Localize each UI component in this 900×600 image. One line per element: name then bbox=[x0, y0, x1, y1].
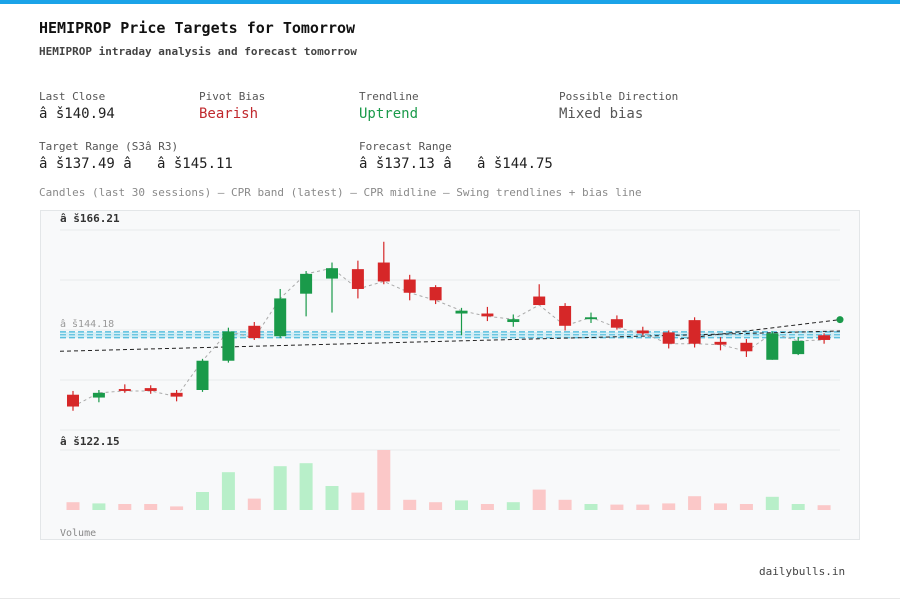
candle-up bbox=[326, 268, 338, 279]
volume-bar bbox=[714, 503, 727, 510]
volume-bar bbox=[144, 504, 158, 510]
candle-down bbox=[662, 332, 675, 344]
stat-target-range: Target Range (S3â R3) â š137.49 â â š145… bbox=[39, 140, 233, 172]
stat-label: Pivot Bias bbox=[199, 90, 266, 103]
candle-up bbox=[766, 333, 779, 360]
volume-bar bbox=[480, 504, 494, 510]
candle-up bbox=[196, 360, 209, 390]
volume-bar bbox=[299, 463, 313, 510]
volume-bar bbox=[325, 486, 339, 510]
volume-bar bbox=[558, 499, 572, 510]
stat-label: Target Range (S3â R3) bbox=[39, 140, 179, 153]
volume-bar bbox=[506, 502, 520, 510]
stat-direction: Possible Direction Mixed bias bbox=[559, 90, 678, 122]
volume-bar bbox=[532, 489, 546, 510]
candle-down bbox=[248, 325, 261, 339]
volume-bar bbox=[92, 503, 106, 510]
candle-down bbox=[818, 335, 831, 340]
candle-down bbox=[377, 262, 390, 282]
y-axis-top-label: â š166.21 bbox=[60, 212, 120, 225]
candle-down bbox=[144, 388, 157, 391]
chart-panel bbox=[40, 210, 860, 540]
top-accent-bar bbox=[0, 0, 900, 4]
volume-bar bbox=[196, 492, 209, 510]
candle-down bbox=[559, 305, 572, 326]
chart-caption: Candles (last 30 sessions) — CPR band (l… bbox=[39, 186, 642, 199]
volume-label: Volume bbox=[60, 528, 96, 539]
candle-down bbox=[170, 392, 183, 397]
candle-up bbox=[92, 392, 105, 398]
candle-down bbox=[740, 342, 753, 352]
candle-up bbox=[455, 310, 468, 314]
candle-down bbox=[481, 313, 494, 317]
stat-label: Forecast Range bbox=[359, 140, 452, 153]
y-axis-bottom-label: â š122.15 bbox=[60, 435, 120, 448]
stat-label: Possible Direction bbox=[559, 90, 679, 103]
candle-up bbox=[274, 298, 287, 337]
bottom-divider bbox=[0, 598, 900, 599]
volume-bar bbox=[118, 504, 132, 510]
stat-label: Trendline bbox=[359, 90, 419, 103]
volume-bar bbox=[377, 450, 391, 510]
candle-down bbox=[533, 296, 546, 306]
volume-bar bbox=[662, 503, 676, 510]
volume-bar bbox=[584, 504, 598, 510]
stat-trendline: Trendline Uptrend bbox=[359, 90, 419, 122]
candle-down bbox=[688, 320, 701, 344]
candlestick-chart: â š166.21 â š144.18 â š122.15 Volume bbox=[59, 212, 844, 539]
volume-bar bbox=[403, 499, 417, 510]
candle-up bbox=[792, 340, 805, 355]
candle-down bbox=[636, 330, 649, 334]
volume-bar bbox=[739, 504, 753, 510]
volume-bar bbox=[170, 506, 184, 510]
stat-value: Bearish bbox=[199, 106, 259, 122]
stat-pivot-bias: Pivot Bias Bearish bbox=[199, 90, 265, 122]
volume-bar bbox=[455, 500, 468, 510]
stat-last-close: Last Close â š140.94 bbox=[39, 90, 115, 122]
bias-line bbox=[679, 319, 841, 340]
candle-down bbox=[610, 319, 623, 328]
stat-value: â š137.49 â â š145.11 bbox=[39, 156, 233, 172]
footer-brand: dailybulls.in bbox=[759, 565, 846, 578]
candle-down bbox=[351, 269, 364, 289]
candle-up bbox=[300, 273, 313, 294]
page-title: HEMIPROP Price Targets for Tomorrow bbox=[39, 19, 356, 37]
volume-bar bbox=[273, 466, 287, 510]
volume-bar bbox=[610, 504, 624, 510]
stat-value: Mixed bias bbox=[559, 106, 644, 122]
volume-bar bbox=[636, 504, 650, 510]
volume-bar bbox=[66, 502, 80, 510]
volume-bar bbox=[791, 504, 805, 510]
volume-bar bbox=[221, 472, 235, 510]
volume-bar bbox=[429, 502, 443, 510]
stat-label: Last Close bbox=[39, 90, 106, 103]
candle-up bbox=[585, 317, 597, 320]
volume-bar bbox=[817, 505, 831, 510]
candle-down bbox=[429, 287, 442, 301]
stat-value: â š137.13 â â š144.75 bbox=[359, 156, 553, 172]
candle-down bbox=[714, 341, 727, 345]
candle-down bbox=[403, 279, 416, 293]
stat-value: â š140.94 bbox=[39, 106, 115, 122]
bias-endpoint-marker bbox=[836, 316, 844, 324]
volume-bar bbox=[688, 496, 702, 510]
stat-forecast-range: Forecast Range â š137.13 â â š144.75 bbox=[359, 140, 553, 172]
candle-up bbox=[222, 331, 235, 361]
volume-bar bbox=[247, 498, 261, 510]
candle-down bbox=[67, 394, 79, 407]
page-subtitle: HEMIPROP intraday analysis and forecast … bbox=[39, 45, 357, 58]
y-axis-mid-label: â š144.18 bbox=[60, 318, 114, 330]
candle-up bbox=[507, 319, 520, 323]
stat-value: Uptrend bbox=[359, 106, 419, 122]
candle-down bbox=[118, 389, 131, 391]
volume-bar bbox=[765, 496, 779, 510]
volume-bar bbox=[351, 492, 365, 510]
